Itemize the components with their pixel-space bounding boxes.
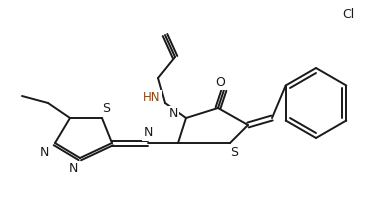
Text: N: N <box>68 162 78 174</box>
Text: N: N <box>168 107 178 119</box>
Text: N: N <box>143 126 153 139</box>
Text: HN: HN <box>143 90 161 103</box>
Text: Cl: Cl <box>342 7 354 21</box>
Text: N: N <box>39 145 49 158</box>
Text: S: S <box>102 102 110 115</box>
Text: S: S <box>230 146 238 159</box>
Text: O: O <box>215 76 225 89</box>
